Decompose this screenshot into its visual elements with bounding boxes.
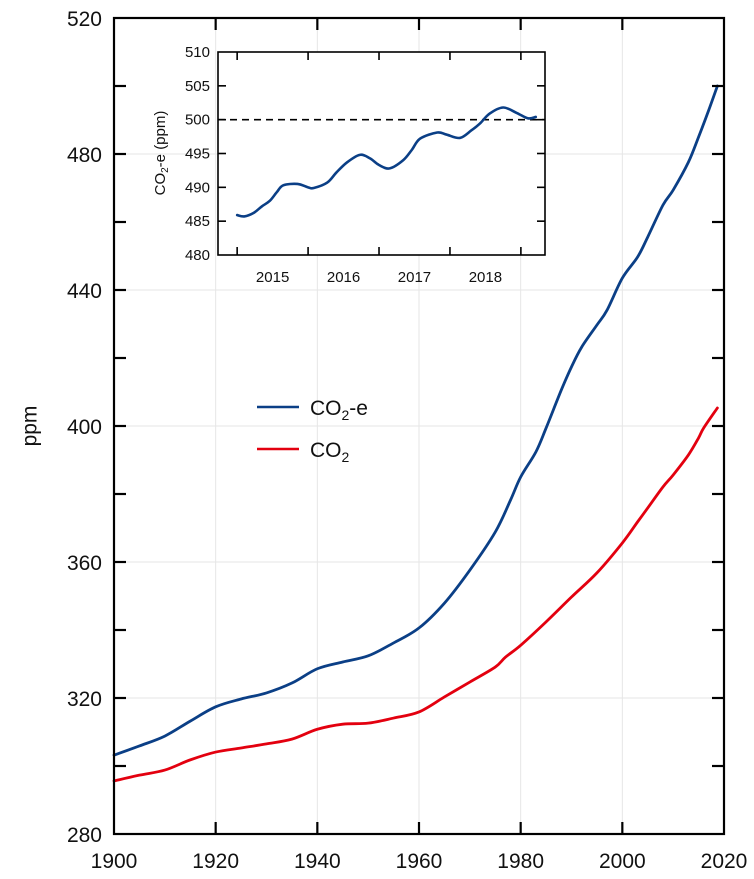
inset-x-tick-label: 2016	[327, 269, 360, 286]
main-x-tick-labels: 1900 1920 1940 1960 1980 2000 2020	[91, 850, 748, 873]
inset-y-tick-label: 505	[185, 78, 210, 95]
legend: CO2-e CO2	[257, 397, 368, 465]
inset-x-tick-label: 2015	[256, 269, 289, 286]
x-tick-label: 1960	[396, 850, 443, 873]
inset-y-tick-labels: 480 485 490 495 500 505 510	[185, 44, 210, 264]
legend-label-co2e-main: CO	[310, 397, 342, 420]
x-tick-label: 2020	[701, 850, 748, 873]
inset-y-axis-title-main: CO	[152, 173, 169, 196]
legend-label-co2-sub: 2	[342, 449, 350, 465]
x-tick-label: 2000	[599, 850, 646, 873]
y-tick-label: 480	[67, 144, 102, 167]
inset-x-tick-labels: 2015 2016 2017 2018	[256, 269, 502, 286]
legend-label-co2e-suffix: -e	[349, 397, 368, 420]
inset-y-tick-label: 490	[185, 179, 210, 196]
inset-y-tick-label: 480	[185, 247, 210, 264]
y-tick-label: 280	[67, 824, 102, 847]
x-tick-label: 1940	[294, 850, 341, 873]
inset-y-axis-title-sub: 2	[160, 167, 171, 173]
main-ticks	[114, 18, 724, 834]
inset-background	[218, 52, 545, 255]
inset-y-tick-label: 500	[185, 112, 210, 129]
inset-y-axis-title-suffix: -e (ppm)	[152, 111, 169, 168]
x-tick-label: 1920	[192, 850, 239, 873]
inset-x-tick-label: 2017	[398, 269, 431, 286]
inset-x-tick-label: 2018	[469, 269, 502, 286]
y-tick-label: 440	[67, 280, 102, 303]
legend-label-co2e: CO2-e	[310, 397, 368, 423]
inset-ticks	[218, 52, 545, 255]
y-tick-label: 360	[67, 552, 102, 575]
main-series	[112, 84, 719, 783]
inset-y-tick-label: 495	[185, 146, 210, 163]
x-tick-label: 1900	[91, 850, 138, 873]
legend-label-co2: CO2	[310, 439, 350, 465]
inset-y-tick-label: 485	[185, 213, 210, 230]
y-tick-label: 320	[67, 688, 102, 711]
x-tick-label: 1980	[497, 850, 544, 873]
inset-y-tick-label: 510	[185, 44, 210, 61]
y-axis-title: ppm	[19, 406, 42, 447]
series-line-co2	[112, 406, 719, 783]
inset-series	[235, 106, 538, 218]
series-line-co2-e	[112, 84, 719, 757]
main-y-tick-labels: 280 320 360 400 440 480 520	[67, 8, 102, 847]
inset-series-line-co2-e	[235, 106, 538, 218]
legend-label-co2e-sub: 2	[342, 407, 350, 423]
y-tick-label: 520	[67, 8, 102, 31]
inset-chart: 2015 2016 2017 2018 480 485 490 495 500 505 510 C…	[152, 44, 546, 286]
legend-label-co2-main: CO	[310, 439, 342, 462]
inset-y-axis-title: CO2-e (ppm)	[152, 111, 171, 196]
y-tick-label: 400	[67, 416, 102, 439]
